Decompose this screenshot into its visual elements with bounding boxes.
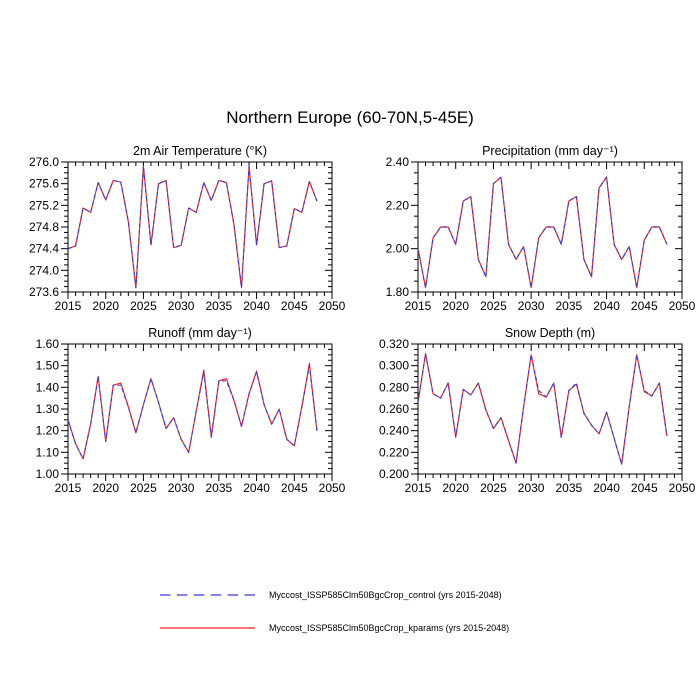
chart-snow-depth: 2015 2020 2025 2030 2035 2040 2045 2050 0.200 0.2… <box>379 337 696 495</box>
x-tick-label: 2015 <box>405 299 432 313</box>
y-tick-label: 2.40 <box>386 155 410 169</box>
series-line-kparams <box>67 165 318 289</box>
x-tick-label: 2020 <box>92 481 119 495</box>
y-tick-label: 0.320 <box>379 337 409 351</box>
x-tick-label: 2040 <box>243 481 270 495</box>
y-tick-label: 1.50 <box>36 359 60 373</box>
x-tick-label: 2030 <box>518 481 545 495</box>
y-tick-label: 1.20 <box>36 424 60 438</box>
y-tick-label: 0.280 <box>379 380 409 394</box>
x-tick-label: 2020 <box>442 481 469 495</box>
x-tick-label: 2050 <box>319 481 346 495</box>
x-tick-label: 2030 <box>518 299 545 313</box>
x-ticks <box>417 344 683 481</box>
legend-item-kparams: Myccost_ISSP585Clm50BgcCrop_kparams (yrs… <box>160 621 509 635</box>
x-ticks <box>417 162 683 299</box>
x-tick-label: 2035 <box>556 481 583 495</box>
x-tick-label: 2040 <box>593 299 620 313</box>
x-tick-label: 2020 <box>92 299 119 313</box>
series-line-control <box>417 353 668 465</box>
chart-title-air-temperature: 2m Air Temperature (°K) <box>133 144 267 158</box>
x-tick-label: 2050 <box>319 299 346 313</box>
y-tick-label: 0.240 <box>379 424 409 438</box>
x-tick-label: 2030 <box>168 481 195 495</box>
legend-item-control: Myccost_ISSP585Clm50BgcCrop_control (yrs… <box>160 588 502 602</box>
x-ticks <box>67 162 333 299</box>
y-tick-label: 1.30 <box>36 402 60 416</box>
series-line-control <box>67 365 318 460</box>
y-tick-label: 1.00 <box>36 467 60 481</box>
y-tick-label: 275.2 <box>29 198 59 212</box>
x-tick-label: 2045 <box>631 299 658 313</box>
y-tick-label: 2.20 <box>386 198 410 212</box>
x-tick-label: 2025 <box>480 481 507 495</box>
x-tick-label: 2025 <box>130 481 157 495</box>
y-tick-label: 275.6 <box>29 177 59 191</box>
y-tick-label: 276.0 <box>29 155 59 169</box>
y-ticks <box>61 343 332 475</box>
x-tick-label: 2015 <box>55 299 82 313</box>
chart-title-precipitation: Precipitation (mm day⁻¹) <box>482 144 618 158</box>
series-line-kparams <box>417 353 668 465</box>
y-tick-label: 274.4 <box>29 242 59 256</box>
series-line-kparams <box>417 176 668 289</box>
x-tick-label: 2035 <box>206 481 233 495</box>
y-tick-label: 274.0 <box>29 263 59 277</box>
y-tick-label: 1.60 <box>36 337 60 351</box>
chart-precipitation: 2015 2020 2025 2030 2035 2040 2045 2050 1.80 2.00… <box>386 155 696 313</box>
x-tick-label: 2015 <box>55 481 82 495</box>
x-tick-label: 2050 <box>669 481 696 495</box>
y-tick-label: 1.10 <box>36 445 60 459</box>
x-tick-label: 2015 <box>405 481 432 495</box>
plot-frame <box>67 343 333 475</box>
x-tick-label: 2025 <box>480 299 507 313</box>
x-ticks <box>67 344 333 481</box>
chart-title-snow-depth: Snow Depth (m) <box>505 326 595 340</box>
legend-dashed-line-sample <box>160 594 255 596</box>
x-tick-label: 2025 <box>130 299 157 313</box>
y-tick-label: 274.8 <box>29 220 59 234</box>
y-tick-label: 0.200 <box>379 467 409 481</box>
y-tick-label: 1.40 <box>36 380 60 394</box>
x-tick-label: 2035 <box>556 299 583 313</box>
y-tick-label: 0.300 <box>379 359 409 373</box>
legend-label-control: Myccost_ISSP585Clm50BgcCrop_control (yrs… <box>269 590 502 600</box>
x-tick-label: 2030 <box>168 299 195 313</box>
x-tick-label: 2045 <box>631 481 658 495</box>
x-tick-label: 2040 <box>593 481 620 495</box>
figure-title: Northern Europe (60-70N,5-45E) <box>226 108 474 127</box>
x-tick-label: 2045 <box>281 481 308 495</box>
chart-title-runoff: Runoff (mm day⁻¹) <box>148 326 252 340</box>
y-ticks <box>61 161 332 293</box>
chart-runoff: 2015 2020 2025 2030 2035 2040 2045 2050 1.00 1.10… <box>36 337 346 495</box>
y-tick-label: 0.220 <box>379 445 409 459</box>
x-tick-label: 2045 <box>281 299 308 313</box>
series-line-control <box>67 165 318 289</box>
x-tick-label: 2020 <box>442 299 469 313</box>
plot-frame <box>67 161 333 293</box>
x-tick-label: 2035 <box>206 299 233 313</box>
y-tick-label: 1.80 <box>386 285 410 299</box>
y-tick-label: 0.260 <box>379 402 409 416</box>
y-ticks <box>411 343 682 475</box>
chart-air-temperature: 2015 2020 2025 2030 2035 2040 2045 2050 273.6 274… <box>29 155 346 313</box>
plot-frame <box>417 343 683 475</box>
x-tick-label: 2040 <box>243 299 270 313</box>
y-tick-label: 273.6 <box>29 285 59 299</box>
y-ticks <box>411 161 682 293</box>
x-tick-label: 2050 <box>669 299 696 313</box>
legend-solid-line-sample <box>160 627 255 629</box>
legend-label-kparams: Myccost_ISSP585Clm50BgcCrop_kparams (yrs… <box>269 623 510 633</box>
y-tick-label: 2.00 <box>386 242 410 256</box>
